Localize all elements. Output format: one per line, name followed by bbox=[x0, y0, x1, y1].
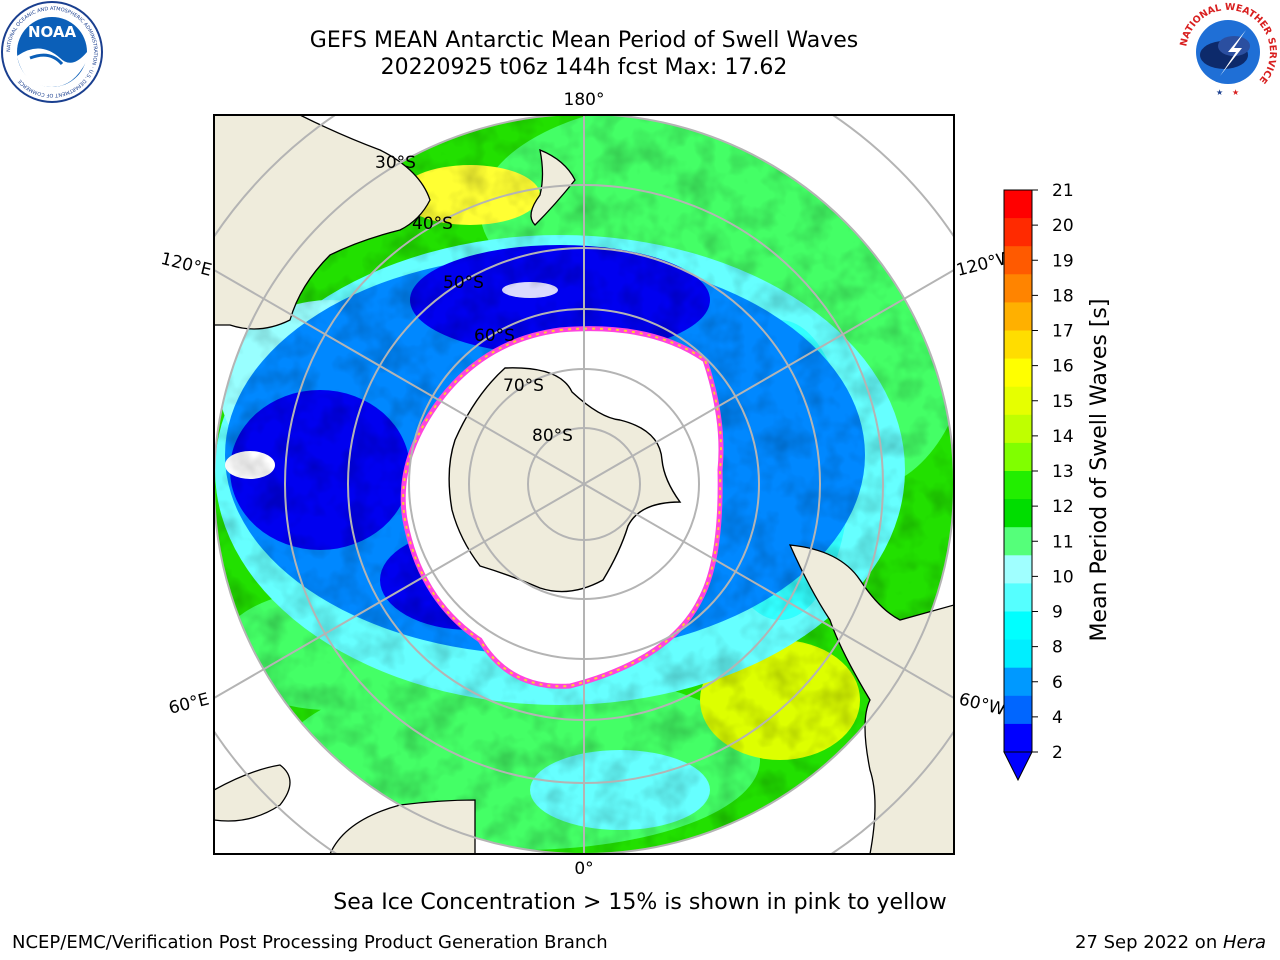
lat-label-30s: 30°S bbox=[375, 153, 416, 173]
colorbar-swatch bbox=[1004, 667, 1032, 697]
lat-label-40s: 40°S bbox=[412, 214, 453, 234]
colorbar-swatch bbox=[1004, 358, 1032, 388]
colorbar-tick-label: 9 bbox=[1052, 603, 1063, 623]
colorbar-tick-label: 10 bbox=[1052, 567, 1074, 587]
south-america-land bbox=[788, 544, 954, 854]
map-frame bbox=[213, 114, 955, 855]
graticule bbox=[214, 115, 954, 854]
colorbar-swatch bbox=[1004, 611, 1032, 641]
colorbar-swatch bbox=[1004, 695, 1032, 725]
colorbar-swatch bbox=[1004, 583, 1032, 612]
lat-label-70s: 70°S bbox=[503, 376, 544, 396]
colorbar-tick-label: 18 bbox=[1052, 286, 1074, 306]
lon-label-120e: 120°E bbox=[159, 249, 214, 281]
colorbar-tick-label: 8 bbox=[1052, 638, 1063, 658]
colorbar-swatch bbox=[1004, 471, 1032, 500]
colorbar-swatch bbox=[1004, 499, 1032, 528]
colorbar-swatch bbox=[1004, 302, 1032, 331]
colorbar-swatch bbox=[1004, 442, 1032, 472]
colorbar-tick-label: 16 bbox=[1052, 357, 1074, 377]
colorbar-swatch bbox=[1004, 414, 1032, 444]
colorbar-extend-arrow bbox=[1003, 751, 1033, 782]
date-text: 27 Sep 2022 on bbox=[1075, 932, 1223, 953]
colorbar-label: Mean Period of Swell Waves [s] bbox=[1087, 299, 1112, 642]
sea-ice-note: Sea Ice Concentration > 15% is shown in … bbox=[333, 890, 947, 915]
colorbar-swatch bbox=[1004, 386, 1032, 416]
colorbar-swatch bbox=[1004, 555, 1032, 584]
colorbar-tick-label: 19 bbox=[1052, 251, 1074, 271]
colorbar-tick-label: 21 bbox=[1052, 181, 1074, 201]
svg-text:NOAA: NOAA bbox=[28, 23, 77, 41]
colorbar-tick-label: 2 bbox=[1052, 743, 1063, 763]
colorbar-tick-label: 17 bbox=[1052, 322, 1074, 342]
latitude-labels: 30°S 40°S 50°S 60°S 70°S 80°S bbox=[375, 153, 573, 446]
africa-land bbox=[329, 799, 476, 854]
colorbar-swatch bbox=[1004, 639, 1032, 669]
colorbar-tick-label: 13 bbox=[1052, 462, 1074, 482]
system-name: Hera bbox=[1222, 932, 1266, 953]
colorbar-swatch bbox=[1004, 723, 1032, 753]
lat-label-50s: 50°S bbox=[443, 273, 484, 293]
chart-title: GEFS MEAN Antarctic Mean Period of Swell… bbox=[309, 28, 859, 53]
colorbar-tick-label: 14 bbox=[1052, 427, 1074, 447]
svg-text:★: ★ bbox=[1216, 88, 1223, 97]
generation-date: 27 Sep 2022 on Hera bbox=[1075, 932, 1266, 953]
colorbar-tick-label: 11 bbox=[1052, 532, 1074, 552]
colorbar-swatch bbox=[1004, 218, 1032, 247]
lon-label-60e: 60°E bbox=[167, 689, 211, 718]
colorbar-tick-label: 12 bbox=[1052, 497, 1074, 517]
lat-label-60s: 60°S bbox=[474, 326, 515, 346]
colorbar-swatch bbox=[1004, 330, 1032, 360]
colorbar: 21 20 19 18 17 16 15 14 13 12 11 10 9 8 6 4 2 Mean Perio… bbox=[1003, 181, 1112, 782]
nws-logo-icon: NATIONAL WEATHER SERVICE ★ ★ bbox=[1178, 2, 1278, 102]
colorbar-swatch bbox=[1004, 527, 1032, 556]
colorbar-tick-label: 6 bbox=[1052, 673, 1063, 693]
colorbar-tick-label: 15 bbox=[1052, 392, 1074, 412]
lat-label-80s: 80°S bbox=[532, 426, 573, 446]
colorbar-swatch bbox=[1004, 190, 1032, 219]
lon-label-60w: 60°W bbox=[957, 689, 1008, 720]
svg-text:★: ★ bbox=[1232, 88, 1239, 97]
madagascar-land bbox=[214, 764, 291, 822]
producer-credit: NCEP/EMC/Verification Post Processing Pr… bbox=[12, 932, 608, 953]
antarctica-land bbox=[448, 367, 682, 593]
lon-label-180: 180° bbox=[564, 90, 605, 110]
colorbar-swatch bbox=[1004, 246, 1032, 275]
colorbar-tick-label: 4 bbox=[1052, 708, 1063, 728]
lon-label-0: 0° bbox=[574, 859, 593, 879]
noaa-logo-icon: NATIONAL OCEANIC AND ATMOSPHERIC ADMINIS… bbox=[1, 1, 103, 103]
colorbar-tick-label: 20 bbox=[1052, 216, 1074, 236]
colorbar-swatch bbox=[1004, 274, 1032, 303]
chart-subtitle: 20220925 t06z 144h fcst Max: 17.62 bbox=[380, 55, 788, 80]
